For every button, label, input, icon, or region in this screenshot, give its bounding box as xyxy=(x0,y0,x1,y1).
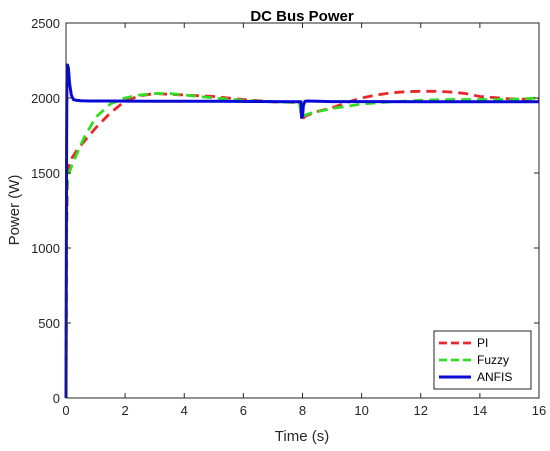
y-tick-label: 2000 xyxy=(31,91,60,106)
x-tick-label: 8 xyxy=(299,403,306,418)
y-tick-label: 1000 xyxy=(31,241,60,256)
y-axis-label: Power (W) xyxy=(6,175,23,246)
x-tick-label: 2 xyxy=(122,403,129,418)
legend-label-pi: PI xyxy=(477,336,488,350)
x-tick-label: 10 xyxy=(354,403,368,418)
series-line-anfis xyxy=(64,63,539,399)
legend: PI Fuzzy ANFIS xyxy=(433,330,532,390)
x-tick-label: 6 xyxy=(240,403,247,418)
legend-label-fuzzy: Fuzzy xyxy=(477,353,509,367)
x-tick-label: 12 xyxy=(414,403,428,418)
y-tick-label: 1500 xyxy=(31,166,60,181)
legend-label-anfis: ANFIS xyxy=(477,370,512,384)
y-tick-label: 500 xyxy=(38,316,60,331)
y-tick-label: 0 xyxy=(53,391,60,406)
chart-title: DC Bus Power xyxy=(250,8,354,25)
x-tick-label: 16 xyxy=(532,403,546,418)
legend-box xyxy=(433,330,532,390)
x-tick-label: 0 xyxy=(62,403,69,418)
x-axis-label: Time (s) xyxy=(275,428,329,445)
plot-lines xyxy=(64,63,540,399)
series-line-pi xyxy=(64,89,540,399)
x-tick-label: 4 xyxy=(181,403,188,418)
x-axis: 0 2 4 6 8 10 12 14 16 xyxy=(62,23,546,418)
x-tick-label: 14 xyxy=(473,403,487,418)
y-tick-label: 2500 xyxy=(31,16,60,31)
y-axis: 0 500 1000 1500 2000 2500 xyxy=(31,16,539,406)
